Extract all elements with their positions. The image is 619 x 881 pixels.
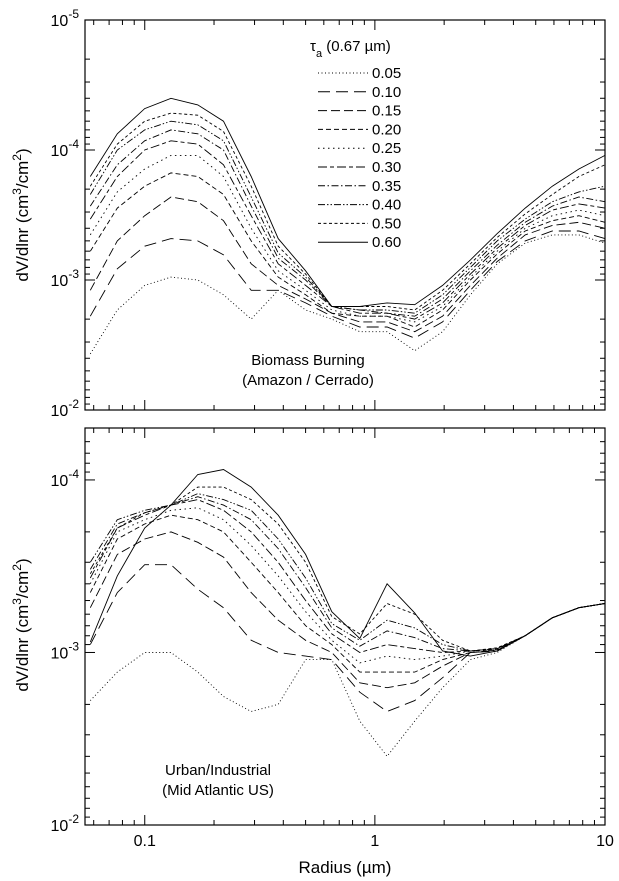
series-line-0.60	[89, 97, 606, 307]
series-line-0.50	[89, 486, 606, 652]
series-line-0.10	[89, 230, 606, 339]
series-line-0.15	[89, 196, 606, 333]
legend-label: 0.35	[372, 178, 401, 195]
series-line-0.30	[89, 140, 606, 320]
top-axis-ticks	[85, 19, 605, 410]
legend-label: 0.60	[372, 234, 401, 251]
y-tick-label: 10-4	[51, 467, 80, 490]
series-line-0.40	[89, 120, 606, 314]
y-tick-label: 10-3	[51, 639, 80, 662]
bottom-y-tick-labels: 10-4 10-3 10-2	[51, 467, 80, 835]
top-y-tick-labels: 10-5 10-4 10-3 10-2	[51, 7, 80, 420]
bottom-axis-ticks	[85, 427, 605, 825]
x-tick-label: 10	[596, 833, 614, 850]
legend-title: τa (0.67 µm)	[310, 38, 391, 60]
series-line-0.35	[89, 496, 606, 652]
legend-label: 0.05	[372, 65, 401, 82]
series-line-0.05	[89, 603, 606, 758]
x-tick-label: 1	[370, 833, 379, 850]
series-line-0.60	[89, 469, 606, 657]
series-line-0.30	[89, 499, 606, 653]
series-line-0.25	[89, 154, 606, 323]
top-plot-frame	[84, 19, 606, 411]
y-tick-label: 10-4	[51, 137, 80, 160]
legend-label: 0.25	[372, 140, 401, 157]
legend-label: 0.15	[372, 103, 401, 120]
bottom-annotation-line-2: (Mid Atlantic US)	[162, 782, 274, 799]
y-tick-label: 10-3	[51, 267, 80, 290]
top-panel: 10-5 10-4 10-3 10-2 dV/dlnr (cm3/cm2) Bioma…	[10, 7, 606, 420]
y-tick-label: 10-5	[51, 7, 80, 30]
bottom-plot-frame	[84, 427, 606, 826]
series-line-0.15	[89, 531, 606, 689]
top-y-axis-label: dV/dlnr (cm3/cm2)	[10, 148, 32, 281]
y-tick-label: 10-2	[51, 812, 80, 835]
legend: 0.05 0.10 0.150.20 0.25 0.30 0.35 0.400.50 0.60	[318, 65, 401, 251]
legend-label: 0.30	[372, 159, 401, 176]
y-tick-label: 10-2	[51, 397, 80, 420]
x-axis-label: Radius (µm)	[299, 858, 392, 877]
bottom-y-axis-label: dV/dlnr (cm3/cm2)	[10, 558, 32, 691]
series-line-0.20	[89, 172, 606, 328]
legend-label: 0.40	[372, 197, 401, 214]
top-series-lines	[89, 97, 606, 355]
series-line-0.05	[89, 234, 606, 355]
legend-label: 0.50	[372, 215, 401, 232]
series-line-0.25	[89, 507, 606, 664]
legend-label: 0.10	[372, 84, 401, 101]
bottom-panel: 10-4 10-3 10-2 dV/dlnr (cm3/cm2) Urban/Ind…	[10, 427, 606, 835]
x-tick-label: 0.1	[134, 833, 156, 850]
series-line-0.50	[89, 112, 606, 311]
top-annotation-line-2: (Amazon / Cerrado)	[242, 372, 374, 389]
bottom-series-lines	[89, 469, 606, 758]
bottom-annotation-line-1: Urban/Industrial	[165, 762, 271, 779]
x-tick-labels: 0.1 1 10	[134, 833, 614, 850]
legend-label: 0.20	[372, 121, 401, 138]
series-line-0.20	[89, 514, 606, 673]
top-annotation-line-1: Biomass Burning	[251, 352, 364, 369]
series-line-0.10	[89, 564, 606, 713]
